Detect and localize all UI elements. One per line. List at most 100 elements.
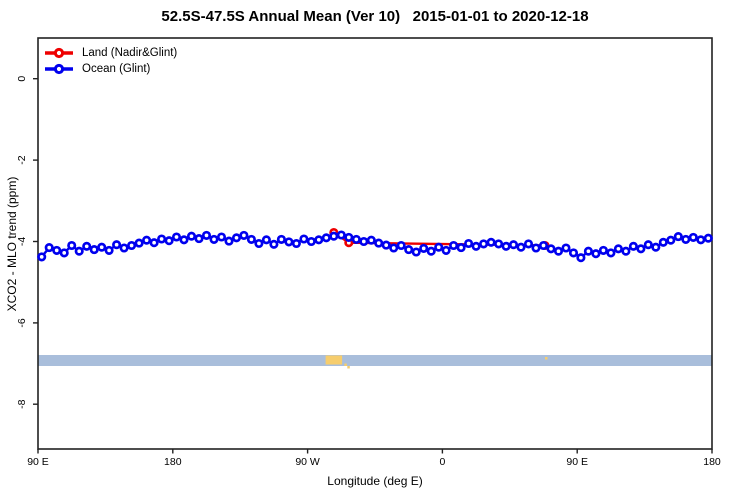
ocean-data-point [299,234,309,244]
ocean-data-point [321,233,331,243]
ocean-data-point [52,245,62,255]
ocean-data-point [359,236,369,247]
x-tick-label: 180 [164,456,182,468]
ocean-data-point [583,246,593,256]
ocean-data-point [568,248,579,258]
x-tick-label: 90 W [295,456,320,468]
ocean-data-point [82,241,92,251]
ocean-data-point [171,232,182,242]
legend-label-land: Land (Nadir&Glint) [82,46,178,59]
ocean-data-point [426,246,436,256]
y-tick-label: -8 [16,399,28,408]
y-tick-label: -2 [16,155,28,164]
land-line-marker-icon [45,47,73,59]
legend-item-land: Land (Nadir&Glint) [44,45,177,61]
ocean-data-point [374,238,384,248]
x-axis-title: Longitude (deg E) [327,474,423,488]
ocean-data-point [621,246,631,256]
ocean-data-point [344,232,354,242]
ocean-data-point [553,246,564,256]
map-strip-land [325,355,343,365]
ocean-data-point [134,238,144,248]
ocean-data-point [456,243,466,253]
ocean-data-point [479,239,489,249]
ocean-data-point [494,239,504,249]
ocean-data-point [576,253,586,263]
ocean-data-point [89,245,99,255]
map-strip-land-speck [347,366,350,369]
ocean-data-point [606,248,616,258]
ocean-data-point [186,231,197,241]
ocean-data-point [441,245,451,255]
map-strip-land-speck [344,363,347,366]
y-tick-label: 0 [16,76,28,82]
ocean-data-point [276,234,286,244]
ocean-data-point [74,246,84,256]
ocean-data-point [59,248,69,258]
ocean-data-point [112,240,122,250]
ocean-data-point [164,236,174,246]
ocean-data-point [201,230,212,240]
map-strip-ocean [38,355,712,366]
chart-title: 52.5S-47.5S Annual Mean (Ver 10) 2015-01… [161,8,589,25]
legend: Land (Nadir&Glint) Ocean (Glint) [44,45,177,77]
ocean-data-point [658,237,668,247]
plot-border [37,37,713,450]
ocean-data-point [681,234,691,244]
ocean-data-point [516,242,526,252]
ocean-data-point [651,242,661,252]
ocean-data-point [366,235,376,245]
ocean-data-point [329,231,339,241]
ocean-line-marker-icon [45,63,73,75]
ocean-data-point [523,239,534,249]
ocean-data-point [246,234,256,244]
ocean-data-point [501,241,511,251]
ocean-data-point [104,245,114,255]
ocean-data-point [179,235,189,245]
ocean-data-point [67,240,77,251]
ocean-data-point [284,237,294,247]
ocean-data-point [696,235,706,245]
ocean-data-point [269,239,279,249]
ocean-data-point [666,235,676,245]
ocean-data-point [434,242,444,252]
ocean-data-point [306,236,316,247]
ocean-data-point [546,244,556,254]
ocean-data-point [703,233,713,243]
ocean-data-point [628,241,638,251]
y-tick-label: -4 [16,237,28,246]
ocean-data-point [591,249,601,259]
ocean-data-point [396,240,406,251]
x-tick-label: 90 E [566,456,588,468]
x-tick-label: 90 E [27,456,49,468]
ocean-data-point [411,247,421,257]
ocean-data-point [636,244,646,254]
ocean-data-point [531,243,541,253]
ocean-data-point [209,234,219,244]
x-tick-label: 180 [703,456,721,468]
ocean-data-point [598,245,608,255]
ocean-data-point [643,240,653,250]
ocean-data-point [449,240,459,251]
ocean-data-point [254,238,264,249]
ocean-data-point [157,234,167,244]
ocean-data-point [149,238,159,248]
ocean-data-point [404,245,414,255]
ocean-data-point [389,243,399,253]
ocean-data-point [486,237,496,247]
ocean-data-point [351,234,361,244]
ocean-data-point [471,241,481,251]
ocean-data-point [261,235,271,245]
ocean-data-point [613,244,623,254]
ocean-data-point [291,238,301,249]
ocean-data-point [44,243,54,253]
ocean-data-point [119,243,129,253]
ocean-data-point [314,235,324,245]
ocean-data-point [538,240,549,251]
y-axis-title: XCO2 - MLO trend (ppm) [5,176,19,312]
ocean-data-point [142,235,152,245]
map-strip-land-speck [545,357,548,360]
ocean-data-point [239,230,249,240]
